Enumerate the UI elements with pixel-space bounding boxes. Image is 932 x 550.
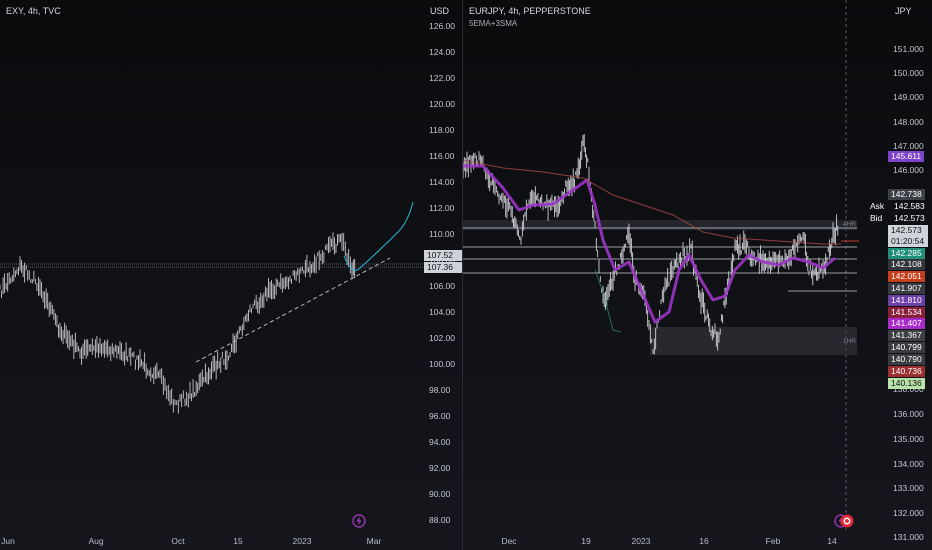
price-tag-141367: 141.367 xyxy=(888,330,925,341)
ask-label: Ask xyxy=(870,201,885,211)
current-price-box: 142.573 01:20:54 xyxy=(888,225,928,247)
bid-label: Bid xyxy=(870,213,883,223)
exy-price-label: 96.00 xyxy=(429,411,451,421)
eurjpy-price-label: 132.000 xyxy=(893,508,924,518)
eurjpy-price-label: 148.000 xyxy=(893,117,924,127)
price-tag-141407: 141.407 xyxy=(888,318,925,329)
eurjpy-price-label: 134.000 xyxy=(893,459,924,469)
exy-time-label: Aug xyxy=(88,536,103,546)
exy-price-label: 104.00 xyxy=(429,307,455,317)
exy-time-label: Oct xyxy=(171,536,185,546)
current-price: 142.573 xyxy=(891,225,922,235)
eurjpy-time-label: 2023 xyxy=(632,536,651,546)
eurjpy-price-label: 138.000 xyxy=(893,384,924,394)
exy-time-label: Mar xyxy=(367,536,382,546)
eurjpy-chart-canvas[interactable]: 151.000 150.000 149.000 148.000 147.000 146.0… xyxy=(463,0,932,550)
exy-price-label: 114.00 xyxy=(429,177,455,187)
exy-price-label: 116.00 xyxy=(429,151,455,161)
exy-tag-bg xyxy=(424,262,462,273)
price-tag-142738: 142.738 xyxy=(888,189,925,200)
ask-value: 142.583 xyxy=(894,201,925,211)
exy-tag-bg xyxy=(424,250,462,261)
exy-price-label: 120.00 xyxy=(429,99,455,109)
chart-pane-eurjpy[interactable]: 151.000 150.000 149.000 148.000 147.000 146.0… xyxy=(463,0,932,550)
sma-line xyxy=(463,159,841,245)
price-tag-140790: 140.790 xyxy=(888,354,925,365)
price-tag-140136: 140.136 xyxy=(888,378,925,389)
lightning-icon[interactable] xyxy=(352,514,366,533)
ema-line xyxy=(463,164,836,324)
exy-price-label: 124.00 xyxy=(429,47,455,57)
eurjpy-price-label: 150.000 xyxy=(893,68,924,78)
exy-price-label: 106.00 xyxy=(429,281,455,291)
exy-projection-curve xyxy=(343,201,414,271)
eurjpy-price-label: 131.000 xyxy=(893,532,924,542)
eurjpy-price-label: 151.000 xyxy=(893,44,924,54)
eurjpy-price-label: 149.000 xyxy=(893,92,924,102)
eurjpy-price-label: 147.000 xyxy=(893,141,924,151)
zone-1hr xyxy=(650,327,857,355)
zone-label-1hr: 1HR xyxy=(843,338,857,345)
price-tag-142285: 142.285 xyxy=(888,248,925,259)
eurjpy-time-label: Feb xyxy=(766,536,781,546)
bar-countdown: 01:20:54 xyxy=(891,236,925,246)
eurjpy-symbol-title[interactable]: EURJPY, 4h, PEPPERSTONE xyxy=(469,6,591,16)
exy-price-label: 118.00 xyxy=(429,125,455,135)
eurjpy-time-label: 19 xyxy=(581,536,591,546)
eurjpy-price-label: 133.000 xyxy=(893,483,924,493)
price-tag-145611: 145.611 xyxy=(888,151,925,162)
exy-price-label: 102.00 xyxy=(429,333,455,343)
bid-value: 142.573 xyxy=(894,213,925,223)
indicator-label[interactable]: 5EMA+3SMA xyxy=(469,19,518,28)
eurjpy-time-label: Dec xyxy=(501,536,517,546)
eurjpy-price-label: 146.000 xyxy=(893,165,924,175)
exy-chart-canvas[interactable]: 126.00 124.00 122.00 120.00 118.00 116.00 114.… xyxy=(0,0,462,550)
exy-price-tag-1: 107.52 xyxy=(427,250,453,260)
exy-currency-label: USD xyxy=(430,6,450,16)
exy-price-label: 98.00 xyxy=(429,385,451,395)
eurjpy-time-label: 14 xyxy=(827,536,837,546)
pane-divider[interactable] xyxy=(462,0,463,550)
exy-price-label: 92.00 xyxy=(429,463,451,473)
eurjpy-time-label: 16 xyxy=(699,536,709,546)
zone-label-4hr: 4HR xyxy=(843,221,857,228)
price-tag-141907: 141.907 xyxy=(888,283,925,294)
exy-price-label: 112.00 xyxy=(429,203,455,213)
alert-icon[interactable] xyxy=(840,514,854,533)
exy-price-tag-2: 107.36 xyxy=(427,262,453,272)
price-tag-141534: 141.534 xyxy=(888,307,925,318)
short-ma-line xyxy=(594,269,622,333)
exy-price-label: 90.00 xyxy=(429,489,451,499)
exy-trendline xyxy=(195,257,391,363)
exy-time-label: Jun xyxy=(1,536,15,546)
exy-price-label: 88.00 xyxy=(429,515,451,525)
price-tag-140736: 140.736 xyxy=(888,366,925,377)
zone-4hr xyxy=(463,220,857,230)
eurjpy-price-label: 136.000 xyxy=(893,409,924,419)
exy-time-label: 15 xyxy=(233,536,243,546)
eurjpy-price-label: 135.000 xyxy=(893,434,924,444)
exy-price-label: 126.00 xyxy=(429,21,455,31)
exy-price-label: 122.00 xyxy=(429,73,455,83)
eurjpy-currency-label: JPY xyxy=(895,6,912,16)
exy-symbol-title[interactable]: EXY, 4h, TVC xyxy=(6,6,61,16)
exy-price-label: 100.00 xyxy=(429,359,455,369)
price-tag-142051: 142.051 xyxy=(888,271,925,282)
price-tag-142108: 142.108 xyxy=(888,259,925,270)
price-tag-140799: 140.799 xyxy=(888,342,925,353)
exy-time-label: 2023 xyxy=(293,536,312,546)
price-tag-141810: 141.810 xyxy=(888,295,925,306)
chart-pane-exy[interactable]: 126.00 124.00 122.00 120.00 118.00 116.00 114.… xyxy=(0,0,462,550)
exy-price-label: 110.00 xyxy=(429,229,455,239)
exy-price-label: 94.00 xyxy=(429,437,451,447)
